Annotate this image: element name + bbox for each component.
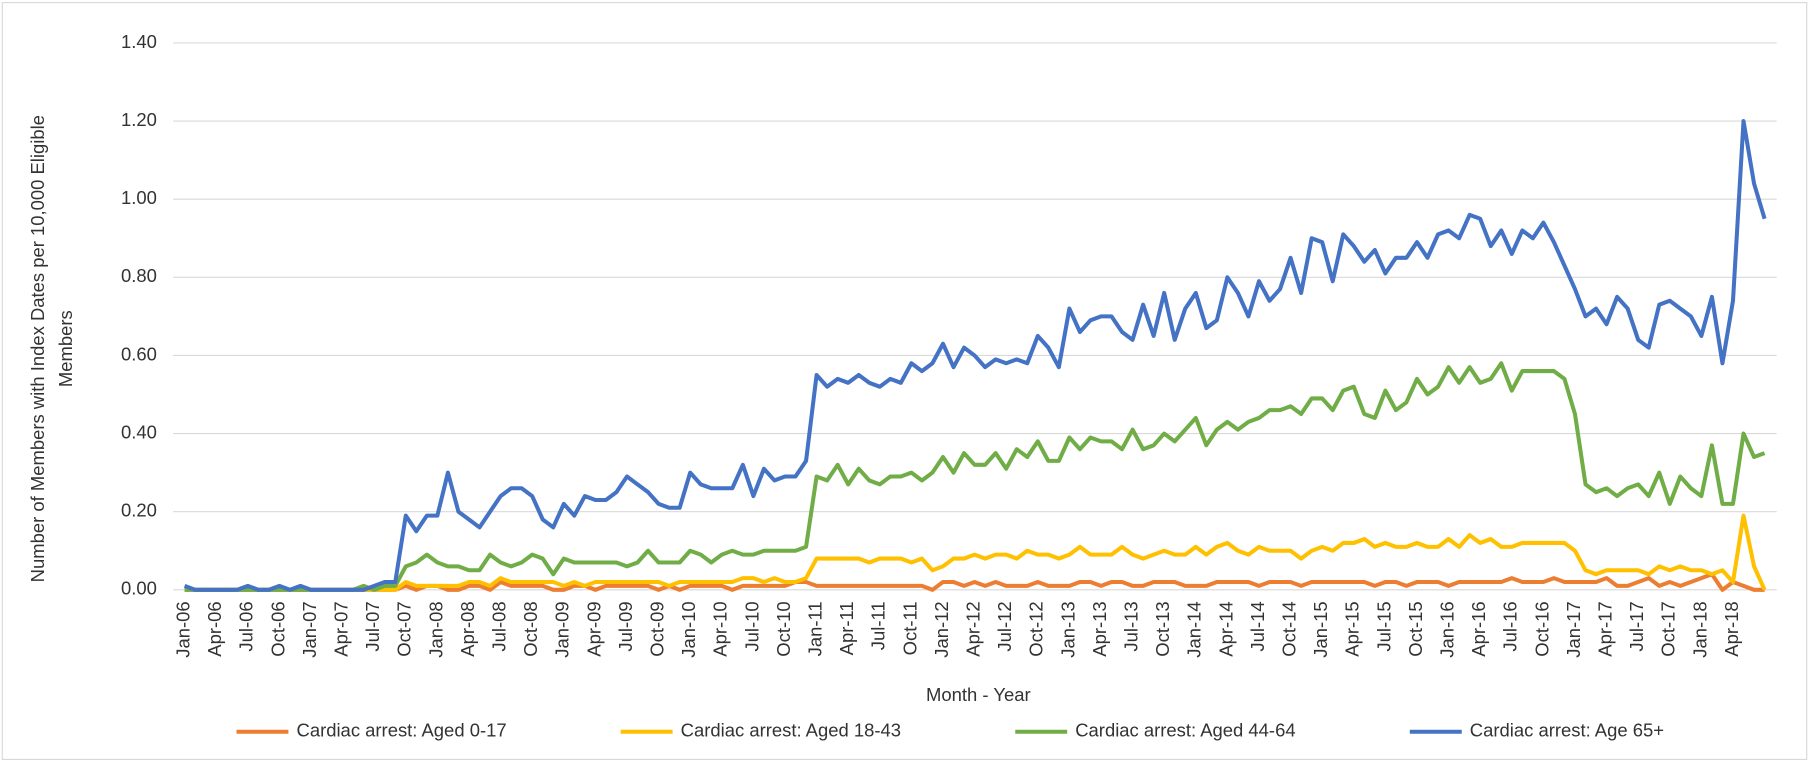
x-tick-label: Oct-09 <box>646 601 667 656</box>
x-tick-label: Oct-17 <box>1658 601 1679 656</box>
legend-label: Cardiac arrest: Aged 18-43 <box>681 720 901 741</box>
x-tick-label: Jul-16 <box>1500 601 1521 651</box>
x-tick-label: Apr-11 <box>836 601 857 655</box>
x-tick-label: Jan-11 <box>804 601 825 656</box>
x-tick-label: Apr-08 <box>457 601 478 656</box>
series-line <box>184 361 1766 592</box>
y-axis-title: Members <box>55 310 76 387</box>
x-tick-label: Jan-17 <box>1563 601 1584 657</box>
x-tick-label: Jul-17 <box>1626 601 1647 651</box>
x-tick-label: Oct-13 <box>1152 601 1173 656</box>
y-tick-label: 1.20 <box>121 109 157 130</box>
y-tick-label: 0.40 <box>121 421 157 442</box>
x-tick-label: Oct-16 <box>1531 601 1552 656</box>
y-tick-label: 0.20 <box>121 500 157 521</box>
x-tick-label: Apr-18 <box>1721 601 1742 656</box>
legend-label: Cardiac arrest: Aged 0-17 <box>297 720 507 741</box>
series-line <box>184 513 1767 592</box>
x-tick-label: Jan-07 <box>299 601 320 657</box>
y-axis-title: Number of Members with Index Dates per 1… <box>27 115 48 582</box>
x-tick-label: Jul-15 <box>1373 601 1394 651</box>
x-tick-label: Jul-13 <box>1120 601 1141 651</box>
x-tick-label: Jan-15 <box>1310 601 1331 657</box>
x-tick-label: Apr-15 <box>1342 601 1363 656</box>
x-tick-label: Apr-14 <box>1215 601 1236 656</box>
x-tick-label: Jan-12 <box>931 601 952 657</box>
x-tick-label: Oct-08 <box>520 601 541 656</box>
x-tick-label: Apr-12 <box>962 601 983 656</box>
x-tick-label: Apr-09 <box>583 601 604 656</box>
x-tick-label: Jul-10 <box>741 601 762 651</box>
y-tick-label: 0.80 <box>121 265 157 286</box>
x-tick-label: Oct-07 <box>394 601 415 656</box>
legend-label: Cardiac arrest: Age 65+ <box>1470 720 1664 741</box>
x-tick-label: Jan-16 <box>1436 601 1457 657</box>
x-tick-label: Jul-14 <box>1247 601 1268 651</box>
legend-label: Cardiac arrest: Aged 44-64 <box>1075 720 1295 741</box>
y-tick-label: 0.60 <box>121 343 157 364</box>
x-tick-label: Jul-12 <box>994 601 1015 651</box>
x-tick-label: Jan-14 <box>1184 601 1205 657</box>
x-tick-label: Oct-10 <box>773 601 794 656</box>
x-tick-label: Jul-11 <box>868 601 889 650</box>
x-tick-label: Oct-15 <box>1405 601 1426 656</box>
x-tick-label: Apr-17 <box>1594 601 1615 656</box>
x-axis-title: Month - Year <box>926 684 1031 705</box>
x-tick-label: Apr-16 <box>1468 601 1489 656</box>
x-tick-label: Oct-11 <box>899 601 920 655</box>
x-tick-label: Jan-18 <box>1689 601 1710 657</box>
series-line <box>184 572 1765 592</box>
x-tick-label: Apr-13 <box>1089 601 1110 656</box>
x-tick-label: Apr-06 <box>204 601 225 656</box>
x-tick-label: Jul-08 <box>488 601 509 651</box>
x-tick-label: Apr-10 <box>710 601 731 656</box>
x-tick-label: Jan-13 <box>1057 601 1078 657</box>
series-line <box>183 119 1767 592</box>
x-tick-label: Jan-09 <box>552 601 573 657</box>
x-tick-label: Jul-07 <box>362 601 383 651</box>
x-tick-label: Apr-07 <box>330 601 351 656</box>
x-tick-label: Jan-06 <box>172 601 193 657</box>
x-tick-label: Jan-10 <box>678 601 699 657</box>
x-tick-label: Jan-08 <box>425 601 446 657</box>
y-tick-label: 0.00 <box>121 578 157 599</box>
x-tick-label: Jul-09 <box>615 601 636 651</box>
x-tick-label: Oct-06 <box>267 601 288 656</box>
y-tick-label: 1.40 <box>121 31 157 52</box>
x-tick-label: Oct-14 <box>1278 601 1299 656</box>
x-tick-label: Jul-06 <box>236 601 257 651</box>
x-tick-label: Oct-12 <box>1026 601 1047 656</box>
y-tick-label: 1.00 <box>121 187 157 208</box>
